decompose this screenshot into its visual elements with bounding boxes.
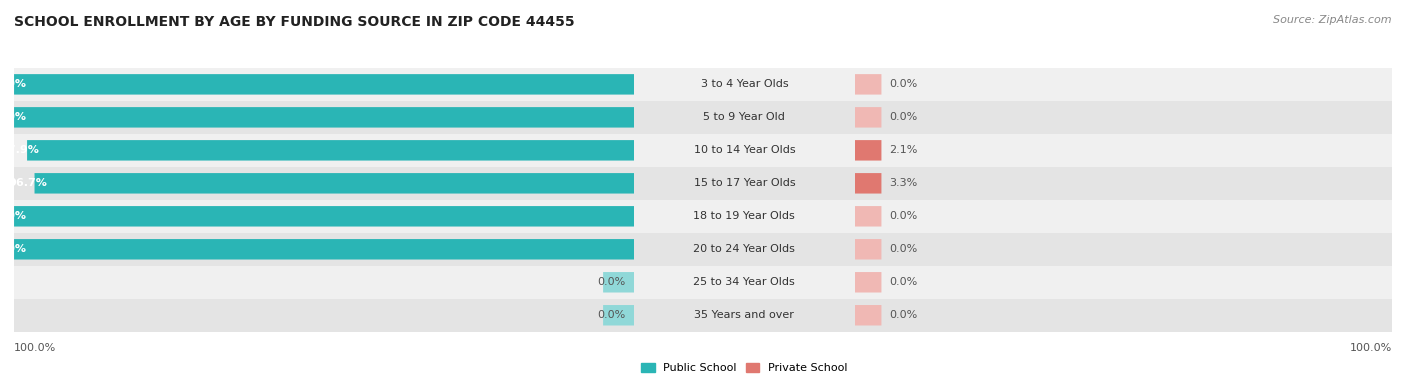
FancyBboxPatch shape — [14, 107, 634, 127]
Text: 100.0%: 100.0% — [0, 112, 27, 123]
Text: 0.0%: 0.0% — [598, 310, 626, 320]
FancyBboxPatch shape — [855, 206, 882, 227]
FancyBboxPatch shape — [634, 101, 855, 134]
FancyBboxPatch shape — [855, 74, 882, 95]
FancyBboxPatch shape — [14, 200, 634, 233]
Text: 0.0%: 0.0% — [890, 211, 918, 221]
FancyBboxPatch shape — [14, 299, 634, 332]
FancyBboxPatch shape — [855, 68, 1392, 101]
FancyBboxPatch shape — [27, 140, 634, 161]
Text: 0.0%: 0.0% — [890, 277, 918, 287]
Text: 0.0%: 0.0% — [890, 310, 918, 320]
Text: 0.0%: 0.0% — [598, 277, 626, 287]
Text: 25 to 34 Year Olds: 25 to 34 Year Olds — [693, 277, 796, 287]
Text: 100.0%: 100.0% — [1350, 343, 1392, 353]
Text: 5 to 9 Year Old: 5 to 9 Year Old — [703, 112, 786, 123]
Text: 100.0%: 100.0% — [0, 244, 27, 254]
Text: 100.0%: 100.0% — [14, 343, 56, 353]
Text: 3 to 4 Year Olds: 3 to 4 Year Olds — [700, 79, 789, 89]
Text: Source: ZipAtlas.com: Source: ZipAtlas.com — [1274, 15, 1392, 25]
Text: 35 Years and over: 35 Years and over — [695, 310, 794, 320]
FancyBboxPatch shape — [855, 239, 882, 259]
Text: SCHOOL ENROLLMENT BY AGE BY FUNDING SOURCE IN ZIP CODE 44455: SCHOOL ENROLLMENT BY AGE BY FUNDING SOUR… — [14, 15, 575, 29]
FancyBboxPatch shape — [14, 266, 634, 299]
Text: 0.0%: 0.0% — [890, 79, 918, 89]
FancyBboxPatch shape — [855, 233, 1392, 266]
FancyBboxPatch shape — [634, 167, 855, 200]
FancyBboxPatch shape — [855, 167, 1392, 200]
FancyBboxPatch shape — [14, 233, 634, 266]
FancyBboxPatch shape — [855, 107, 882, 127]
FancyBboxPatch shape — [603, 272, 634, 293]
FancyBboxPatch shape — [14, 239, 634, 259]
FancyBboxPatch shape — [14, 206, 634, 227]
Text: 97.9%: 97.9% — [0, 145, 39, 155]
FancyBboxPatch shape — [855, 134, 1392, 167]
FancyBboxPatch shape — [855, 272, 882, 293]
FancyBboxPatch shape — [14, 134, 634, 167]
FancyBboxPatch shape — [14, 101, 634, 134]
FancyBboxPatch shape — [855, 173, 882, 193]
Text: 100.0%: 100.0% — [0, 79, 27, 89]
Text: 0.0%: 0.0% — [890, 244, 918, 254]
Text: 10 to 14 Year Olds: 10 to 14 Year Olds — [693, 145, 796, 155]
FancyBboxPatch shape — [634, 299, 855, 332]
Text: 15 to 17 Year Olds: 15 to 17 Year Olds — [693, 178, 796, 188]
FancyBboxPatch shape — [634, 134, 855, 167]
FancyBboxPatch shape — [14, 167, 634, 200]
Text: 18 to 19 Year Olds: 18 to 19 Year Olds — [693, 211, 796, 221]
FancyBboxPatch shape — [634, 233, 855, 266]
Legend: Public School, Private School: Public School, Private School — [637, 359, 852, 377]
FancyBboxPatch shape — [634, 266, 855, 299]
Text: 100.0%: 100.0% — [0, 211, 27, 221]
FancyBboxPatch shape — [14, 74, 634, 95]
Text: 3.3%: 3.3% — [890, 178, 918, 188]
FancyBboxPatch shape — [855, 101, 1392, 134]
Text: 96.7%: 96.7% — [8, 178, 46, 188]
Text: 2.1%: 2.1% — [890, 145, 918, 155]
FancyBboxPatch shape — [634, 200, 855, 233]
FancyBboxPatch shape — [855, 299, 1392, 332]
FancyBboxPatch shape — [855, 266, 1392, 299]
FancyBboxPatch shape — [14, 68, 634, 101]
FancyBboxPatch shape — [634, 68, 855, 101]
Text: 0.0%: 0.0% — [890, 112, 918, 123]
Text: 20 to 24 Year Olds: 20 to 24 Year Olds — [693, 244, 796, 254]
FancyBboxPatch shape — [35, 173, 634, 193]
FancyBboxPatch shape — [855, 305, 882, 325]
FancyBboxPatch shape — [855, 140, 882, 161]
FancyBboxPatch shape — [855, 200, 1392, 233]
FancyBboxPatch shape — [603, 305, 634, 325]
